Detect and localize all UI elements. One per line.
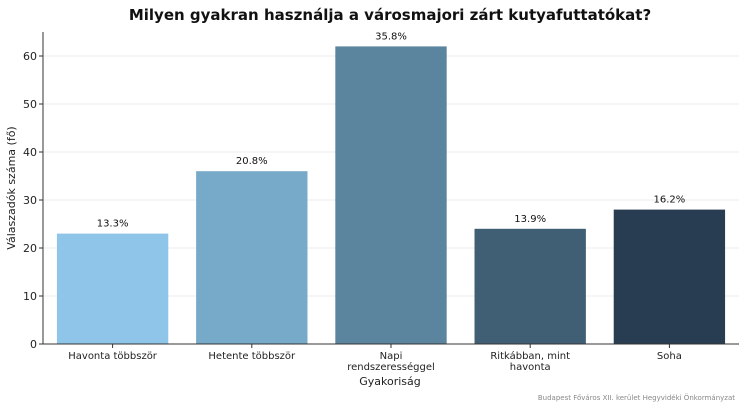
- x-tick-label: Ritkábban, mint: [490, 350, 570, 362]
- data-label: 35.8%: [375, 31, 407, 42]
- bar: [613, 209, 726, 344]
- x-tick-label: Havonta többször: [68, 351, 158, 362]
- x-tick-label: Hetente többször: [208, 351, 296, 362]
- bars-group: [56, 46, 726, 345]
- bar: [474, 228, 586, 344]
- data-labels: 13.3% 20.8% 35.8% 13.9% 16.2%: [97, 31, 686, 229]
- y-tick-label: 50: [23, 98, 37, 111]
- y-tick-label: 60: [23, 50, 37, 63]
- source-note: Budapest Főváros XII. kerület Hegyvidéki…: [538, 393, 735, 402]
- x-tick-label: Napi: [380, 351, 403, 362]
- data-label: 16.2%: [654, 195, 686, 206]
- y-tick-label: 20: [23, 242, 37, 255]
- x-axis-label: Gyakoriság: [359, 375, 421, 388]
- x-tick-label: havonta: [510, 362, 551, 373]
- x-axis-ticks: Havonta többször Hetente többször Napirend…: [68, 344, 682, 373]
- data-label: 13.9%: [514, 214, 546, 225]
- bar: [56, 233, 169, 344]
- bar: [196, 171, 308, 344]
- y-axis-ticks: 0 10 20 30 40 50 60: [23, 50, 43, 351]
- data-label: 20.8%: [236, 156, 268, 167]
- chart-title: Milyen gyakran használja a városmajori z…: [129, 6, 651, 24]
- y-tick-label: 40: [23, 146, 37, 159]
- y-tick-label: 10: [23, 290, 37, 303]
- y-axis-label: Válaszadók száma (fő): [5, 126, 18, 249]
- x-tick-label: Soha: [657, 351, 682, 362]
- y-tick-label: 0: [30, 338, 37, 351]
- x-tick-label: rendszerességgel: [347, 361, 435, 373]
- data-label: 13.3%: [97, 219, 129, 230]
- bar: [335, 46, 447, 345]
- y-tick-label: 30: [23, 194, 37, 207]
